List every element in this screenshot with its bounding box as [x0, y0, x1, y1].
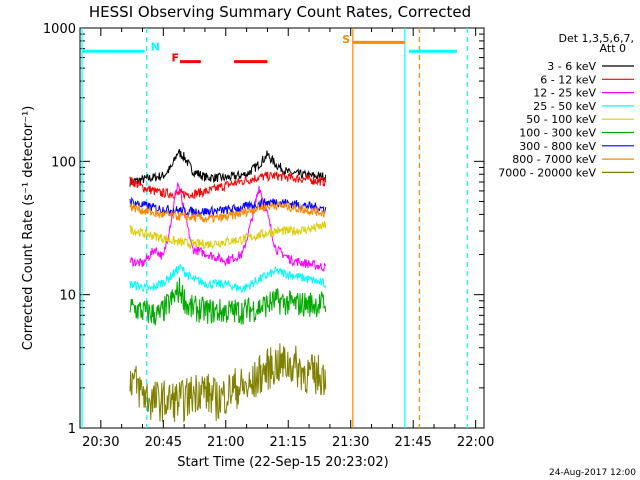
- x-axis-label: Start Time (22-Sep-15 20:23:02): [177, 455, 388, 470]
- series-lines: [129, 148, 327, 423]
- x-tick-label: 20:45: [145, 435, 182, 450]
- legend-label: 50 - 100 keV: [526, 113, 596, 126]
- y-tick-label: 1: [68, 422, 76, 437]
- legend-title-line-2: Att 0: [600, 42, 626, 55]
- legend-label: 100 - 300 keV: [519, 127, 596, 140]
- y-tick-label: 1000: [43, 22, 76, 37]
- y-axis-label: Corrected Count Rate (s⁻¹ detector⁻¹): [21, 106, 36, 351]
- y-tick-label: 100: [51, 155, 76, 170]
- footer-timestamp: 24-Aug-2017 12:00: [549, 468, 636, 478]
- series-line: [129, 182, 327, 272]
- series-line: [129, 277, 327, 326]
- series-line: [129, 263, 327, 295]
- legend-label: 25 - 50 keV: [533, 100, 596, 113]
- series-line: [129, 343, 327, 423]
- legend-label: 300 - 800 keV: [519, 140, 596, 153]
- flag-bars: [82, 40, 457, 64]
- series-line: [129, 196, 327, 217]
- annotation-label: F: [171, 52, 179, 65]
- x-tick-label: 21:15: [270, 435, 307, 450]
- plot-area: [79, 27, 485, 429]
- legend-label: 3 - 6 keV: [547, 60, 596, 73]
- legend-label: 800 - 7000 keV: [512, 153, 596, 166]
- series-line: [129, 220, 327, 250]
- annotation-labels: NF S: [151, 33, 351, 64]
- plot-frame: [79, 27, 485, 429]
- legend-label: 7000 - 20000 keV: [498, 166, 596, 179]
- x-tick-label: 22:00: [457, 435, 494, 450]
- x-tick-label: 21:00: [207, 435, 244, 450]
- vertical-markers: [81, 28, 468, 428]
- legend-label: 6 - 12 keV: [540, 73, 596, 86]
- series-line: [129, 201, 327, 224]
- series-line: [129, 170, 327, 200]
- x-tick-label: 21:30: [332, 435, 369, 450]
- legend-title-line-1: Det 1,3,5,6,7,: [558, 32, 634, 45]
- chart-title: HESSI Observing Summary Count Rates, Cor…: [89, 3, 471, 21]
- series-line: [129, 148, 327, 187]
- axis-ticks: 20:30 20:45 21:00 21:15 21:30 21:45 22:00 1 10 10…: [43, 22, 494, 450]
- y-tick-label: 10: [59, 289, 76, 304]
- legend-label: 12 - 25 keV: [533, 87, 596, 100]
- x-tick-label: 20:30: [82, 435, 119, 450]
- annotation-label: S: [342, 33, 350, 46]
- annotation-label: N: [151, 40, 160, 53]
- x-tick-label: 21:45: [394, 435, 431, 450]
